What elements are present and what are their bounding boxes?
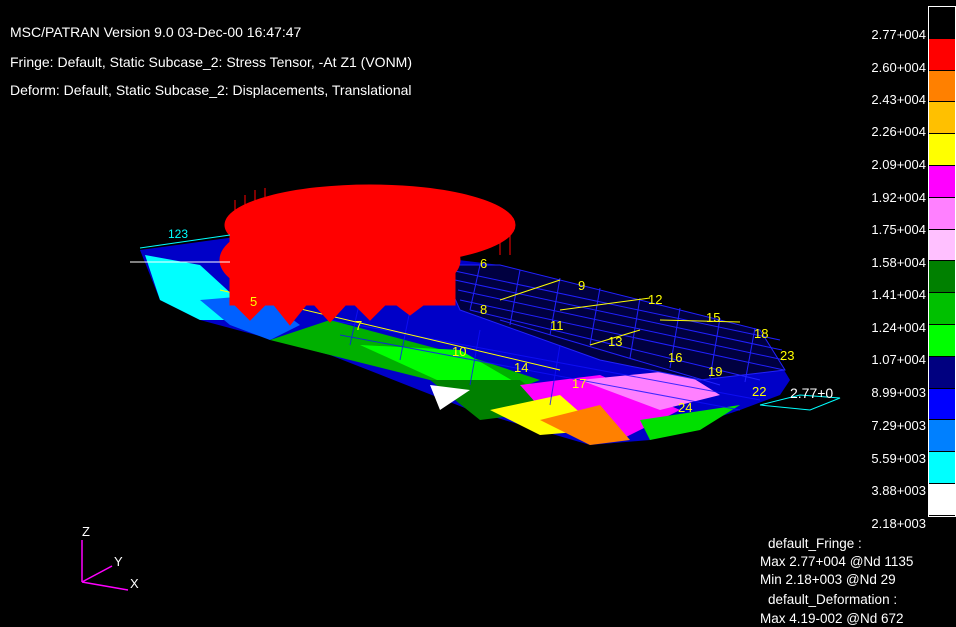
node-label: 16 — [668, 350, 682, 365]
node-label: 12 — [648, 292, 662, 307]
legend-swatch — [929, 483, 955, 516]
legend-label: 2.18+003 — [871, 516, 926, 531]
legend-swatch — [929, 7, 955, 39]
deform-info-title: default_Deformation : — [768, 592, 898, 607]
fringe-legend — [928, 6, 956, 517]
legend-label: 1.24+004 — [871, 320, 926, 335]
legend-swatch — [929, 261, 955, 294]
legend-label: 2.09+004 — [871, 157, 926, 172]
legend-label: 1.75+004 — [871, 222, 926, 237]
node-label: 24 — [678, 400, 692, 415]
hull-band-lime — [640, 405, 740, 440]
axis-x-label: X — [130, 576, 139, 591]
legend-label: 2.26+004 — [871, 124, 926, 139]
legend-label: 8.99+003 — [871, 385, 926, 400]
title-line: MSC/PATRAN Version 9.0 03-Dec-00 16:47:4… — [10, 24, 302, 40]
legend-swatch — [929, 165, 955, 198]
max-marker: 2.77+0 — [790, 385, 833, 401]
legend-label: 2.43+004 — [871, 92, 926, 107]
fringe-line: Fringe: Default, Static Subcase_2: Stres… — [10, 54, 413, 70]
legend-label: 1.07+004 — [871, 352, 926, 367]
node-label: 9 — [578, 278, 585, 293]
legend-swatch — [929, 324, 955, 357]
legend-label: 5.59+003 — [871, 451, 926, 466]
deform-max: Max 4.19-002 @Nd 672 — [760, 611, 904, 626]
node-label: 14 — [514, 360, 528, 375]
legend-swatch — [929, 388, 955, 421]
node-label: 7 — [355, 318, 362, 333]
legend-swatch — [929, 420, 955, 453]
fringe-min: Min 2.18+003 @Nd 29 — [760, 572, 896, 587]
node-label: 19 — [708, 364, 722, 379]
legend-label: 1.92+004 — [871, 190, 926, 205]
node-label: 5 — [250, 294, 257, 309]
axis-z-label: Z — [82, 524, 90, 539]
legend-label: 7.29+003 — [871, 418, 926, 433]
displacement-vectors — [219, 184, 516, 326]
legend-swatch — [929, 229, 955, 262]
hull-band-orange — [540, 405, 630, 445]
vector-lines — [234, 188, 511, 255]
node-label: 23 — [780, 348, 794, 363]
legend-label: 2.60+004 — [871, 60, 926, 75]
node-label: 22 — [752, 384, 766, 399]
legend-swatch — [929, 356, 955, 389]
node-label: 8 — [480, 302, 487, 317]
node-label: 6 — [480, 256, 487, 271]
legend-label: 1.41+004 — [871, 287, 926, 302]
node-label: 17 — [572, 376, 586, 391]
node-label: 18 — [754, 326, 768, 341]
legend-label: 1.58+004 — [871, 255, 926, 270]
legend-swatch — [929, 38, 955, 71]
legend-swatch — [929, 197, 955, 230]
deck-mesh — [439, 264, 786, 386]
node-labels: 5 6 7 8 9 10 11 12 13 14 15 16 17 18 19 … — [250, 256, 794, 415]
node-label: 11 — [550, 318, 564, 333]
legend-swatch — [929, 134, 955, 166]
node-label: 10 — [452, 344, 466, 359]
hull-band-white — [430, 385, 470, 410]
axis-y-label: Y — [114, 554, 123, 569]
legend-label: 3.88+003 — [871, 483, 926, 498]
legend-swatch — [929, 70, 955, 103]
node-label: 15 — [706, 310, 720, 325]
legend-swatch — [929, 293, 955, 325]
legend-swatch — [929, 452, 955, 484]
fringe-info-title: default_Fringe : — [768, 536, 862, 551]
node-label: 13 — [608, 334, 622, 349]
legend-swatch — [929, 102, 955, 135]
bow-label: 123 — [168, 227, 188, 241]
legend-label: 2.77+004 — [871, 27, 926, 42]
deform-line: Deform: Default, Static Subcase_2: Displ… — [10, 82, 412, 98]
fringe-max: Max 2.77+004 @Nd 1135 — [760, 554, 914, 569]
coordinate-triad: Z Y X — [81, 524, 139, 591]
